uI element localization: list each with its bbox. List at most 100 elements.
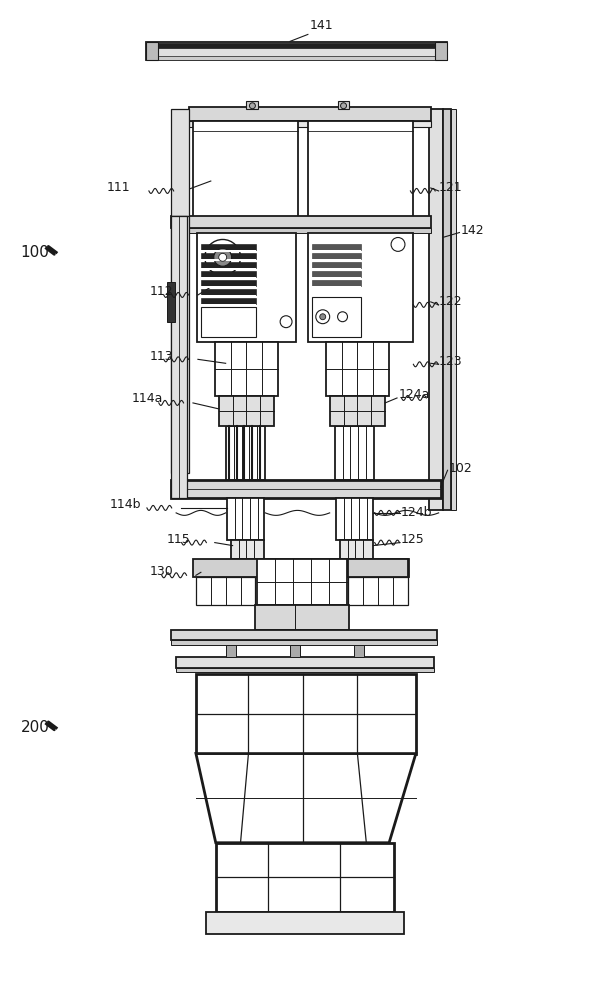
Bar bbox=[312, 259, 361, 261]
Bar bbox=[171, 216, 189, 473]
Text: 141: 141 bbox=[310, 19, 333, 32]
Text: 111: 111 bbox=[107, 181, 130, 194]
Bar bbox=[335, 426, 374, 480]
Bar bbox=[171, 640, 437, 645]
Bar bbox=[171, 228, 431, 233]
Bar bbox=[290, 645, 300, 657]
Bar bbox=[201, 280, 257, 286]
Bar bbox=[171, 216, 187, 498]
Bar bbox=[146, 42, 158, 60]
Bar bbox=[326, 342, 389, 396]
Bar bbox=[308, 121, 413, 218]
Bar bbox=[196, 577, 255, 605]
Bar bbox=[176, 668, 434, 672]
Bar bbox=[451, 109, 457, 510]
Text: 102: 102 bbox=[448, 462, 472, 475]
Bar bbox=[171, 480, 441, 498]
Bar bbox=[193, 121, 298, 218]
Bar bbox=[312, 280, 361, 286]
Bar bbox=[257, 559, 346, 605]
Bar bbox=[201, 271, 257, 277]
Bar bbox=[435, 42, 447, 60]
Circle shape bbox=[280, 316, 292, 328]
Bar bbox=[171, 109, 189, 216]
Bar bbox=[216, 843, 394, 912]
Circle shape bbox=[337, 312, 348, 322]
Bar bbox=[201, 295, 257, 297]
Bar bbox=[312, 253, 361, 259]
Bar bbox=[201, 304, 257, 306]
Text: 112: 112 bbox=[149, 285, 173, 298]
Bar bbox=[146, 56, 447, 60]
Circle shape bbox=[340, 103, 346, 109]
Bar bbox=[167, 282, 175, 322]
Bar bbox=[219, 396, 274, 426]
Bar bbox=[312, 250, 361, 252]
Bar bbox=[171, 216, 431, 228]
Bar bbox=[201, 259, 257, 261]
Text: 122: 122 bbox=[438, 295, 462, 308]
Bar bbox=[201, 298, 257, 304]
Bar bbox=[312, 244, 361, 250]
Circle shape bbox=[214, 248, 232, 266]
Bar bbox=[196, 674, 416, 754]
Bar bbox=[176, 657, 434, 668]
Bar bbox=[312, 297, 361, 337]
Bar bbox=[312, 277, 361, 279]
Bar bbox=[201, 307, 257, 337]
Bar bbox=[201, 253, 257, 259]
Bar bbox=[201, 289, 257, 295]
Bar bbox=[201, 262, 257, 268]
Bar bbox=[225, 426, 266, 480]
Circle shape bbox=[250, 103, 255, 109]
Bar bbox=[442, 109, 451, 510]
Text: 115: 115 bbox=[166, 533, 190, 546]
Bar bbox=[312, 268, 361, 270]
Text: 114a: 114a bbox=[132, 392, 163, 405]
Bar bbox=[227, 498, 264, 540]
Bar bbox=[189, 121, 431, 127]
Circle shape bbox=[320, 314, 326, 320]
Bar bbox=[201, 277, 257, 279]
Bar bbox=[231, 540, 264, 559]
Bar bbox=[312, 286, 361, 288]
Bar bbox=[349, 577, 408, 605]
Bar bbox=[146, 42, 447, 60]
Bar bbox=[149, 43, 445, 48]
Bar bbox=[247, 101, 258, 109]
Text: 125: 125 bbox=[401, 533, 425, 546]
Text: 130: 130 bbox=[149, 565, 173, 578]
Text: 200: 200 bbox=[21, 720, 50, 735]
Bar bbox=[336, 498, 373, 540]
Bar bbox=[171, 630, 437, 640]
Bar bbox=[340, 540, 373, 559]
Bar bbox=[255, 605, 349, 630]
Bar bbox=[312, 262, 361, 268]
Bar bbox=[206, 912, 404, 934]
Bar bbox=[201, 244, 257, 250]
Text: 123: 123 bbox=[438, 355, 462, 368]
Bar bbox=[197, 233, 296, 342]
Bar bbox=[337, 101, 349, 109]
Bar bbox=[330, 396, 385, 426]
Bar bbox=[225, 645, 235, 657]
Circle shape bbox=[205, 239, 241, 275]
Bar bbox=[349, 559, 408, 577]
Circle shape bbox=[219, 253, 227, 261]
Bar bbox=[201, 250, 257, 252]
Text: 124b: 124b bbox=[401, 506, 432, 519]
Circle shape bbox=[316, 310, 330, 324]
Text: 124a: 124a bbox=[399, 388, 430, 401]
Circle shape bbox=[391, 237, 405, 251]
Bar bbox=[201, 286, 257, 288]
Text: 113: 113 bbox=[149, 350, 173, 363]
Bar bbox=[189, 107, 431, 121]
Text: 121: 121 bbox=[438, 181, 462, 194]
Bar bbox=[312, 271, 361, 277]
Text: 114b: 114b bbox=[110, 498, 141, 511]
Bar bbox=[308, 233, 413, 342]
Bar bbox=[355, 645, 365, 657]
Text: 142: 142 bbox=[460, 224, 484, 237]
Text: 100: 100 bbox=[21, 245, 50, 260]
Polygon shape bbox=[196, 754, 416, 843]
